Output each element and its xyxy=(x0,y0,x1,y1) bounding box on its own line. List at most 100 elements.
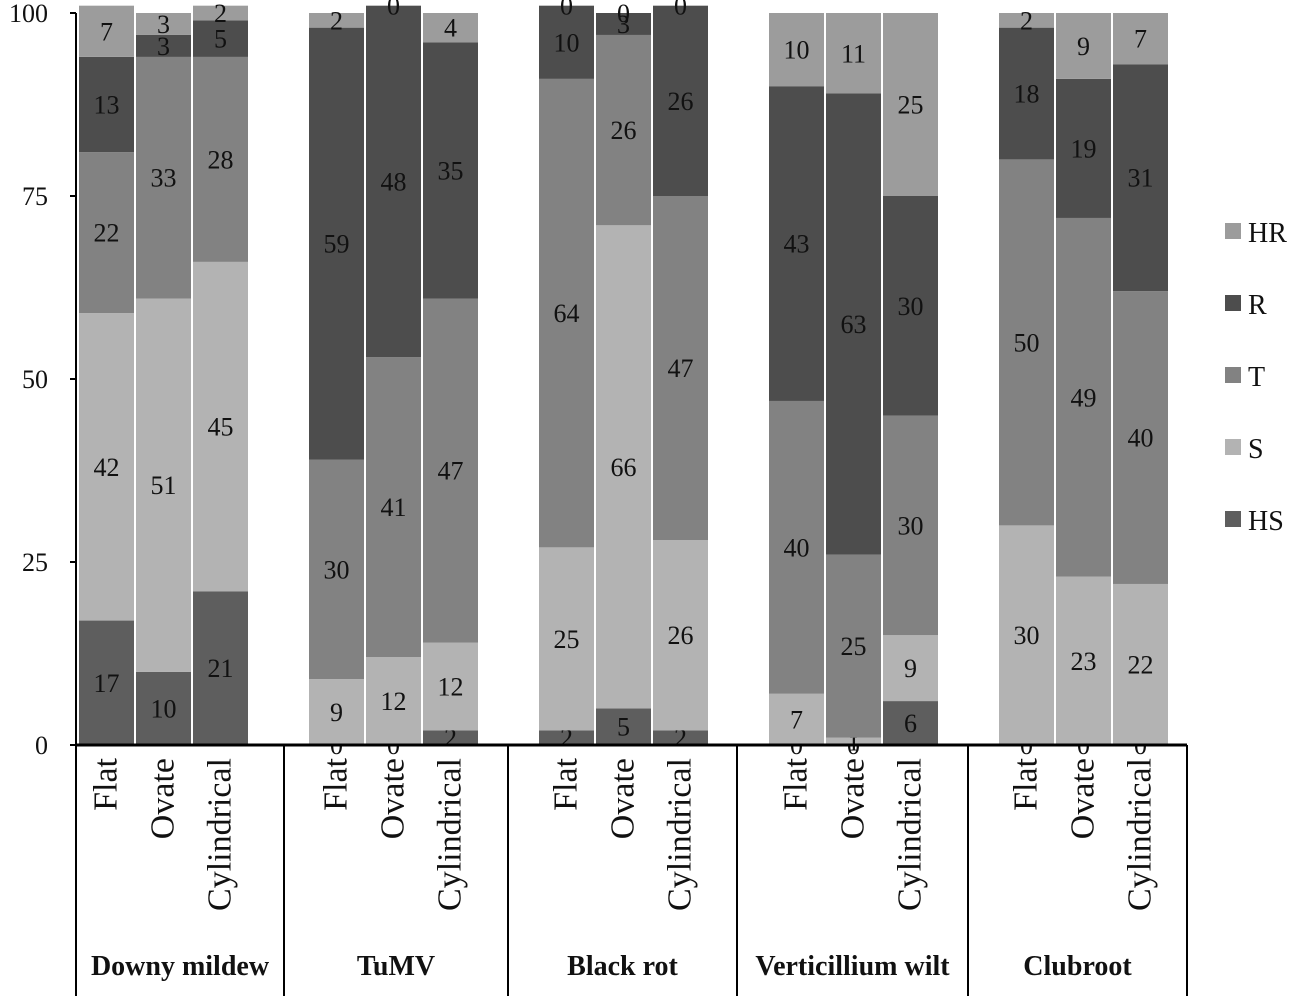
y-tick-labels: 0 25 50 75 100 xyxy=(9,0,48,760)
group-label-tumv: TuMV xyxy=(357,951,435,982)
y-tick-label: 0 xyxy=(35,731,48,760)
bar-segment-tumv-flat-hr xyxy=(309,13,364,28)
x-tick-label-ovate: Ovate xyxy=(145,758,182,839)
bar-segment-tumv-flat-r xyxy=(309,27,364,460)
data-label: 50 xyxy=(1014,328,1040,357)
bar-segment-downy-mildew-flat-t xyxy=(79,152,134,314)
bar-segment-downy-mildew-cylindrical-hr xyxy=(193,5,248,21)
data-label: 0 xyxy=(674,0,687,21)
x-tick-label-ovate: Ovate xyxy=(375,758,412,839)
data-label: 63 xyxy=(841,310,867,339)
x-tick-label-ovate: Ovate xyxy=(835,758,872,839)
data-label: 41 xyxy=(381,493,407,522)
data-label: 49 xyxy=(1071,383,1097,412)
bar-segment-black-rot-flat-hs xyxy=(539,730,594,745)
bar-segment-verticillium-wilt-cylindrical-hr xyxy=(883,13,938,196)
data-label: 28 xyxy=(208,145,234,174)
data-label: 12 xyxy=(438,672,464,701)
bar-segment-verticillium-wilt-flat-s xyxy=(769,693,824,745)
bar-segment-clubroot-ovate-r xyxy=(1056,78,1111,218)
bar-segment-clubroot-cylindrical-t xyxy=(1113,291,1168,584)
x-tick-label-flat: Flat xyxy=(548,757,585,810)
x-tick-label-ovate: Ovate xyxy=(1065,758,1102,839)
x-tick-label-cylindrical: Cylindrical xyxy=(662,758,699,911)
data-label: 30 xyxy=(898,511,924,540)
data-label: 2 xyxy=(1020,6,1033,35)
bar-segment-tumv-cylindrical-s xyxy=(423,642,478,731)
bar-segment-verticillium-wilt-ovate-r xyxy=(826,93,881,555)
bar-segment-verticillium-wilt-ovate-hr xyxy=(826,13,881,94)
category-labels: Flat Ovate Cylindrical Flat Ovate Cylindrical… xyxy=(88,757,1159,911)
bar-segment-tumv-ovate-r xyxy=(366,5,421,358)
bar-segment-black-rot-cylindrical-r xyxy=(653,5,708,197)
data-label: 22 xyxy=(1128,650,1154,679)
data-label: 13 xyxy=(94,91,120,120)
data-label: 66 xyxy=(611,453,637,482)
bar-segment-tumv-cylindrical-hs xyxy=(423,730,478,745)
data-label: 18 xyxy=(1014,80,1040,109)
bar-segment-black-rot-ovate-hs xyxy=(596,708,651,745)
data-label: 0 xyxy=(560,0,573,21)
bar-segment-clubroot-flat-s xyxy=(999,525,1054,745)
data-label: 3 xyxy=(157,32,170,61)
bar-segment-downy-mildew-ovate-s xyxy=(136,298,191,672)
bar-segment-clubroot-flat-t xyxy=(999,159,1054,526)
bar-segment-verticillium-wilt-ovate-t xyxy=(826,554,881,738)
data-label: 26 xyxy=(668,87,694,116)
bar-segment-black-rot-cylindrical-hs xyxy=(653,730,708,745)
bar-segment-verticillium-wilt-cylindrical-t xyxy=(883,415,938,636)
bar-segment-tumv-flat-t xyxy=(309,459,364,680)
legend-label-hr: HR xyxy=(1248,218,1287,249)
data-label: 30 xyxy=(324,555,350,584)
bar-segment-verticillium-wilt-flat-hr xyxy=(769,13,824,87)
legend: HR R T S HS xyxy=(1225,218,1287,537)
bar-segment-downy-mildew-cylindrical-s xyxy=(193,261,248,592)
bar-segment-downy-mildew-ovate-hr xyxy=(136,13,191,35)
data-label: 40 xyxy=(1128,424,1154,453)
bar-segment-black-rot-ovate-s xyxy=(596,225,651,709)
legend-swatch-hr xyxy=(1225,223,1241,239)
x-tick-label-flat: Flat xyxy=(1008,757,1045,810)
data-label: 35 xyxy=(438,156,464,185)
legend-swatch-r xyxy=(1225,295,1241,311)
data-label: 47 xyxy=(438,457,464,486)
data-label: 5 xyxy=(214,25,227,54)
bar-segment-tumv-ovate-t xyxy=(366,357,421,658)
data-label: 45 xyxy=(208,413,234,442)
x-tick-label-cylindrical: Cylindrical xyxy=(1122,758,1159,911)
bar-segment-downy-mildew-cylindrical-t xyxy=(193,56,248,262)
bar-segment-clubroot-cylindrical-r xyxy=(1113,64,1168,292)
x-tick-label-cylindrical: Cylindrical xyxy=(432,758,469,911)
data-label: 19 xyxy=(1071,134,1097,163)
bar-segment-black-rot-cylindrical-t xyxy=(653,196,708,541)
data-label: 33 xyxy=(151,164,177,193)
data-label: 26 xyxy=(668,621,694,650)
legend-swatch-s xyxy=(1225,439,1241,455)
bar-segment-clubroot-ovate-hr xyxy=(1056,13,1111,79)
group-label-verticillium-wilt: Verticillium wilt xyxy=(755,951,950,982)
bar-segment-verticillium-wilt-flat-r xyxy=(769,86,824,401)
bar-segment-clubroot-ovate-s xyxy=(1056,576,1111,745)
data-label: 17 xyxy=(94,669,120,698)
data-label: 9 xyxy=(904,654,917,683)
data-label: 64 xyxy=(554,299,580,328)
data-label: 42 xyxy=(94,453,120,482)
data-label: 21 xyxy=(208,654,234,683)
bar-segment-tumv-cylindrical-t xyxy=(423,298,478,643)
bar-segment-black-rot-flat-r xyxy=(539,5,594,79)
data-label: 9 xyxy=(1077,32,1090,61)
data-label: 3 xyxy=(617,10,630,39)
bar-segment-verticillium-wilt-cylindrical-r xyxy=(883,196,938,416)
data-label: 7 xyxy=(1134,25,1147,54)
data-label: 10 xyxy=(151,694,177,723)
data-label: 30 xyxy=(1014,621,1040,650)
x-tick-label-flat: Flat xyxy=(88,757,125,810)
data-label: 10 xyxy=(554,28,580,57)
bar-segment-downy-mildew-flat-hs xyxy=(79,620,134,745)
y-tick-label: 25 xyxy=(22,548,48,577)
bar-segment-black-rot-flat-s xyxy=(539,547,594,731)
bar-segment-black-rot-ovate-r xyxy=(596,13,651,35)
bar-segment-clubroot-flat-hr xyxy=(999,13,1054,28)
bar-segment-verticillium-wilt-cylindrical-hs xyxy=(883,701,938,745)
legend-label-hs: HS xyxy=(1248,506,1284,537)
